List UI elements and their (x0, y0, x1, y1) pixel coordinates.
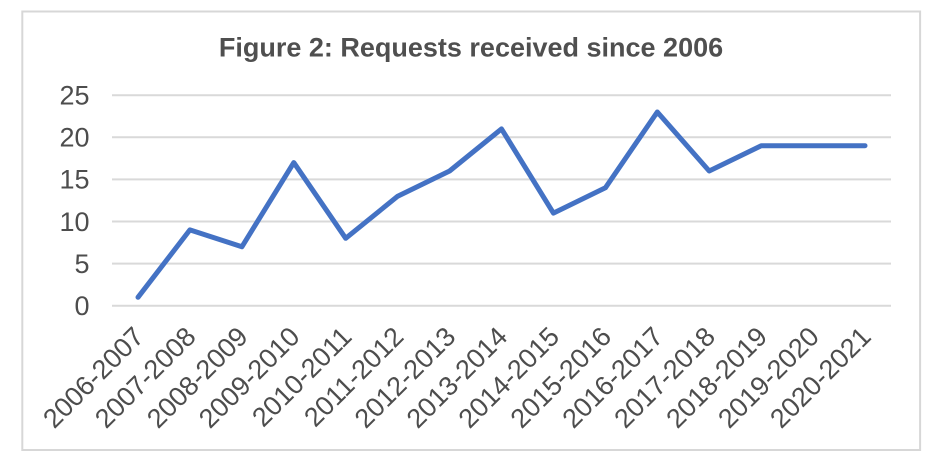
svg-text:0: 0 (74, 291, 89, 321)
svg-text:25: 25 (59, 81, 89, 111)
svg-text:5: 5 (74, 249, 89, 279)
svg-text:20: 20 (59, 123, 89, 153)
svg-text:10: 10 (59, 207, 89, 237)
svg-text:Figure 2: Requests received si: Figure 2: Requests received since 2006 (219, 32, 723, 62)
svg-text:15: 15 (59, 165, 89, 195)
